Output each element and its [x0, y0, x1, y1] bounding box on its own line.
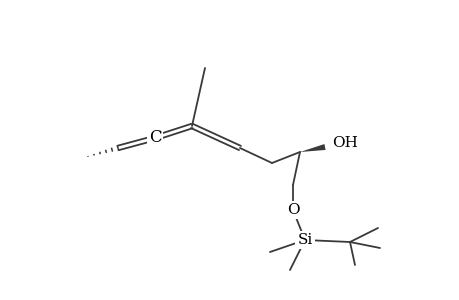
Text: OH: OH	[331, 136, 357, 150]
Text: O: O	[286, 203, 299, 217]
Text: Si: Si	[297, 233, 312, 247]
Text: C: C	[148, 130, 161, 146]
Polygon shape	[299, 144, 325, 152]
